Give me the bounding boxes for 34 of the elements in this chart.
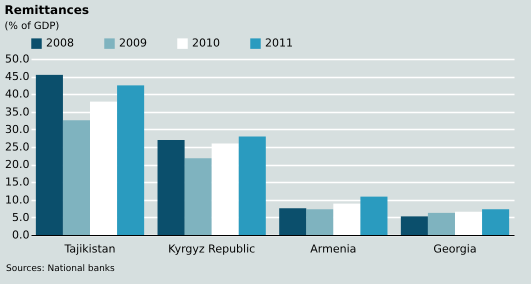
- x-tick-label: Georgia: [433, 242, 477, 256]
- legend-label: 2010: [192, 36, 220, 50]
- bar: [279, 208, 306, 235]
- bar: [117, 85, 144, 235]
- y-tick-label: 5.0: [12, 210, 30, 224]
- x-tick-label: Tajikistan: [64, 242, 116, 256]
- chart-subtitle: (% of GDP): [4, 21, 60, 32]
- x-tick-label: Kyrgyz Republic: [168, 242, 256, 256]
- y-tick-label: 35.0: [5, 105, 30, 118]
- bar: [482, 209, 510, 235]
- y-tick-label: 0.0: [12, 228, 30, 242]
- source-note: Sources: National banks: [6, 264, 115, 274]
- y-tick-label: 45.0: [5, 70, 30, 84]
- bar: [400, 216, 428, 235]
- bar: [158, 140, 185, 235]
- legend-label: 2009: [119, 36, 147, 50]
- bar: [184, 158, 212, 235]
- bar: [238, 136, 266, 235]
- bar: [306, 209, 334, 235]
- y-tick-label: 40.0: [5, 88, 30, 101]
- y-tick-label: 20.0: [5, 158, 30, 172]
- x-tick-label: Armenia: [310, 242, 356, 256]
- chart-title: Remittances: [4, 3, 90, 17]
- legend-label: 2008: [46, 36, 74, 50]
- y-tick-label: 50.0: [5, 52, 30, 66]
- bar: [36, 74, 63, 235]
- y-tick-label: 10.0: [5, 193, 30, 206]
- legend-label: 2011: [265, 36, 293, 50]
- y-tick-label: 30.0: [5, 122, 30, 136]
- y-tick-label: 15.0: [5, 176, 30, 189]
- bar: [360, 196, 388, 235]
- y-tick-label: 25.0: [5, 140, 30, 154]
- bar: [428, 212, 455, 235]
- bar: [62, 120, 90, 235]
